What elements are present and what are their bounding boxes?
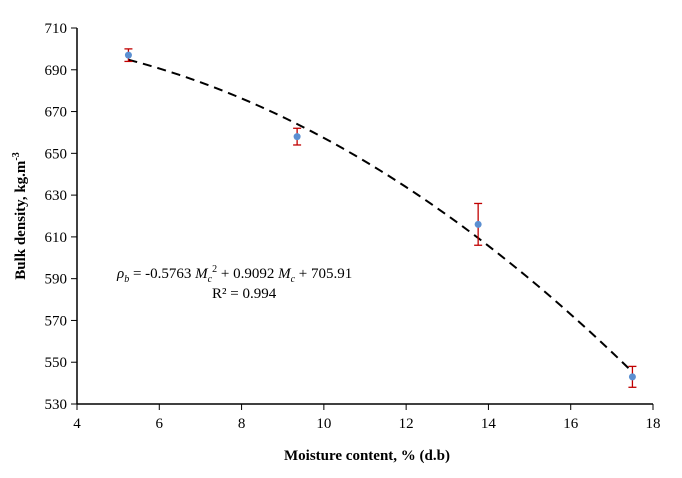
eq-mc2: M — [277, 266, 292, 282]
data-point — [293, 133, 301, 141]
data-points — [124, 51, 636, 381]
r-squared-annotation: R² = 0.994 — [212, 286, 277, 302]
y-axis-title-main: Bulk density, kg.m — [13, 160, 29, 280]
eq-part1: = -0.5763 — [129, 266, 195, 282]
y-tick-label: 690 — [45, 63, 68, 79]
polynomial-trendline — [128, 58, 634, 373]
x-axis-ticks: 4 6 8 10 12 14 16 18 — [73, 404, 661, 432]
eq-part2: + 0.9092 — [217, 266, 278, 282]
y-axis-ticks: 530 550 570 590 610 630 650 670 690 710 — [45, 21, 77, 413]
y-tick-label: 610 — [45, 230, 68, 246]
y-tick-label: 570 — [45, 313, 68, 329]
y-tick-label: 550 — [45, 355, 68, 371]
data-point — [628, 373, 636, 381]
eq-mc2-sub: c — [291, 274, 296, 285]
y-axis-title: Bulk density, kg.m-3 — [11, 152, 29, 280]
x-tick-label: 10 — [316, 416, 331, 432]
eq-mc1: M — [194, 266, 209, 282]
eq-rho: ρ — [116, 266, 124, 282]
y-tick-label: 530 — [45, 397, 68, 413]
eq-mc1-sub: c — [208, 274, 213, 285]
y-axis-title-sup: -3 — [11, 152, 22, 160]
eq-rho-sub: b — [124, 274, 129, 285]
error-bars — [124, 48, 637, 388]
data-point — [124, 51, 132, 59]
x-axis-title: Moisture content, % (d.b) — [284, 448, 450, 464]
y-tick-label: 710 — [45, 21, 68, 37]
y-tick-label: 590 — [45, 272, 68, 288]
eq-part3: + 705.91 — [295, 266, 352, 282]
y-tick-label: 670 — [45, 105, 68, 121]
y-tick-label: 650 — [45, 146, 68, 162]
x-tick-label: 14 — [481, 416, 497, 432]
equation-annotation: ρb = -0.5763 Mc2 + 0.9092 Mc + 705.91 — [116, 264, 352, 285]
eq-mc1-sup: 2 — [212, 264, 217, 275]
x-tick-label: 12 — [399, 416, 414, 432]
x-tick-label: 4 — [73, 416, 81, 432]
x-tick-label: 6 — [156, 416, 164, 432]
y-tick-label: 630 — [45, 188, 68, 204]
x-tick-label: 18 — [646, 416, 661, 432]
data-point — [474, 220, 482, 228]
x-tick-label: 8 — [238, 416, 246, 432]
x-tick-label: 16 — [563, 416, 579, 432]
